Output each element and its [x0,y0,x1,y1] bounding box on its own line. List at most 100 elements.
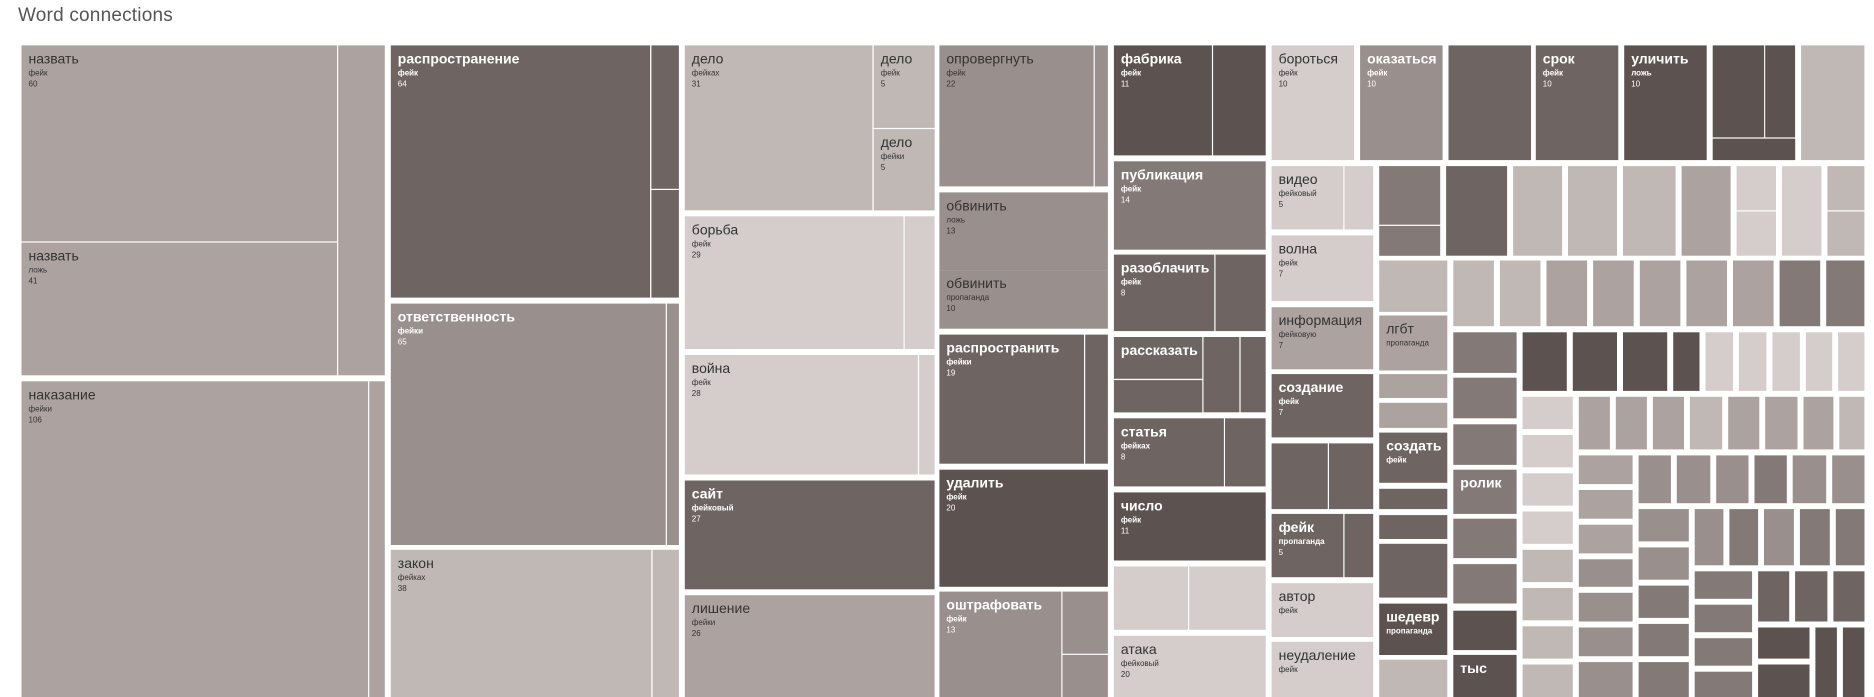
treemap-cell: тыс [1453,654,1517,697]
treemap-cell-fill [684,216,904,349]
treemap-cell [651,190,679,298]
treemap-cell [1453,424,1517,465]
cell-count-label: 65 [398,338,407,347]
cell-connection-label: фейк [1279,606,1299,615]
treemap-cell-fill [1360,45,1443,161]
treemap-cell [1379,402,1448,428]
treemap-cell-fill [1379,315,1448,371]
cell-word-label: разоблачить [1121,260,1210,276]
treemap-cell [1453,610,1517,651]
treemap-cell-fill [390,45,651,298]
treemap-cell [1638,662,1689,697]
cell-count-label: 5 [1279,548,1284,557]
cell-count-label: 26 [692,629,701,638]
treemap-cell [1638,455,1671,504]
treemap-cell-fill [21,381,369,697]
cell-word-label: ответственность [398,309,516,325]
treemap-cell [1728,396,1760,450]
cell-connection-label: фейках [692,68,720,77]
treemap-cell: разоблачить фейк 8 [1113,254,1215,332]
treemap-cell [1736,211,1776,256]
treemap-cell-fill [939,469,1108,587]
treemap-cell [1225,418,1266,487]
cell-connection-label: фейк [946,493,967,502]
treemap-cell-fill [1271,641,1374,697]
treemap-cell [1513,166,1563,256]
treemap-cell [1738,332,1767,391]
treemap-cell-fill [1271,307,1374,370]
cell-count-label: 7 [1279,408,1284,417]
treemap-cell: сайт фейковый 27 [684,480,935,590]
cell-word-label: видео [1279,171,1318,187]
cell-word-label: публикация [1121,166,1203,182]
treemap-cell: обвинить пропаганда 10 [939,270,1108,329]
treemap-cell [1568,166,1617,256]
cell-word-label: опровергнуть [946,50,1033,66]
treemap-cell [1826,260,1865,327]
treemap-cell: наказание фейки 106 [21,381,369,697]
treemap-cell-fill [1113,492,1266,561]
treemap-cell: число фейк 11 [1113,492,1266,561]
treemap-cell [1758,627,1810,659]
cell-word-label: бороться [1279,50,1338,66]
treemap-cell [1499,260,1541,327]
treemap-cell [1240,337,1266,413]
cell-word-label: назвать [29,248,79,264]
treemap-cell: информация фейковую 7 [1271,307,1374,370]
treemap-cell [1795,571,1828,622]
cell-count-label: 7 [1279,341,1284,350]
treemap-cell: лгбт пропаганда [1379,315,1448,371]
treemap-cell: распространение фейк 64 [390,45,651,298]
treemap-cell [1839,396,1865,450]
treemap-cell-fill [939,192,1108,271]
treemap-cell [1733,260,1774,327]
treemap-cell-fill [390,549,652,697]
treemap-cell [1446,166,1508,256]
treemap-cell-fill [939,334,1084,464]
treemap-cell: опровергнуть фейк 22 [939,45,1094,187]
treemap-cell [1578,455,1633,485]
treemap-cell [1716,455,1749,504]
cell-word-label: война [692,360,731,376]
treemap-cell-fill [1271,374,1374,438]
treemap-cell-fill [939,45,1094,187]
cell-connection-label: фейк [1121,184,1142,193]
treemap-cell: атака фейковый 20 [1113,635,1266,697]
cell-word-label: наказание [29,386,96,402]
treemap-cell: волна фейк 7 [1271,235,1374,302]
cell-connection-label: фейковый [1279,189,1317,198]
cell-connection-label: фейк [1367,68,1388,77]
treemap-cell: назвать ложь 41 [21,242,337,376]
cell-count-label: 60 [29,79,38,88]
cell-count-label: 10 [1543,79,1552,88]
cell-word-label: уличить [1631,50,1689,66]
cell-connection-label: фейк [1121,278,1142,287]
treemap-cell [1736,166,1776,211]
treemap-cell: публикация фейк 14 [1113,161,1266,250]
treemap-cell [1453,260,1494,327]
treemap-cell-fill [1379,603,1448,655]
cell-count-label: 19 [946,369,955,378]
cell-connection-label: фейк [1279,258,1299,267]
cell-count-label: 5 [1279,200,1284,209]
treemap-cell [1801,45,1865,161]
cell-word-label: дело [881,50,913,66]
treemap-cell [1379,374,1448,398]
treemap-cell-fill [1113,337,1203,379]
treemap-cell-fill [873,129,935,211]
treemap-cell: бороться фейк 10 [1271,45,1355,161]
cell-word-label: волна [1279,240,1318,256]
treemap-cell [1271,443,1328,510]
treemap-cell: создание фейк 7 [1271,374,1374,438]
treemap-cell [1623,332,1668,391]
treemap-cell [1522,664,1573,697]
cell-connection-label: пропаганда [1279,537,1326,546]
cell-word-label: ролик [1460,475,1502,491]
treemap-cell-fill [684,480,935,590]
cell-word-label: создать [1386,438,1442,454]
cell-connection-label: фейк [1121,68,1142,77]
treemap-cell [1815,627,1837,697]
treemap-cell [1213,45,1266,156]
treemap-cell-fill [1271,513,1344,578]
cell-word-label: число [1121,497,1163,513]
